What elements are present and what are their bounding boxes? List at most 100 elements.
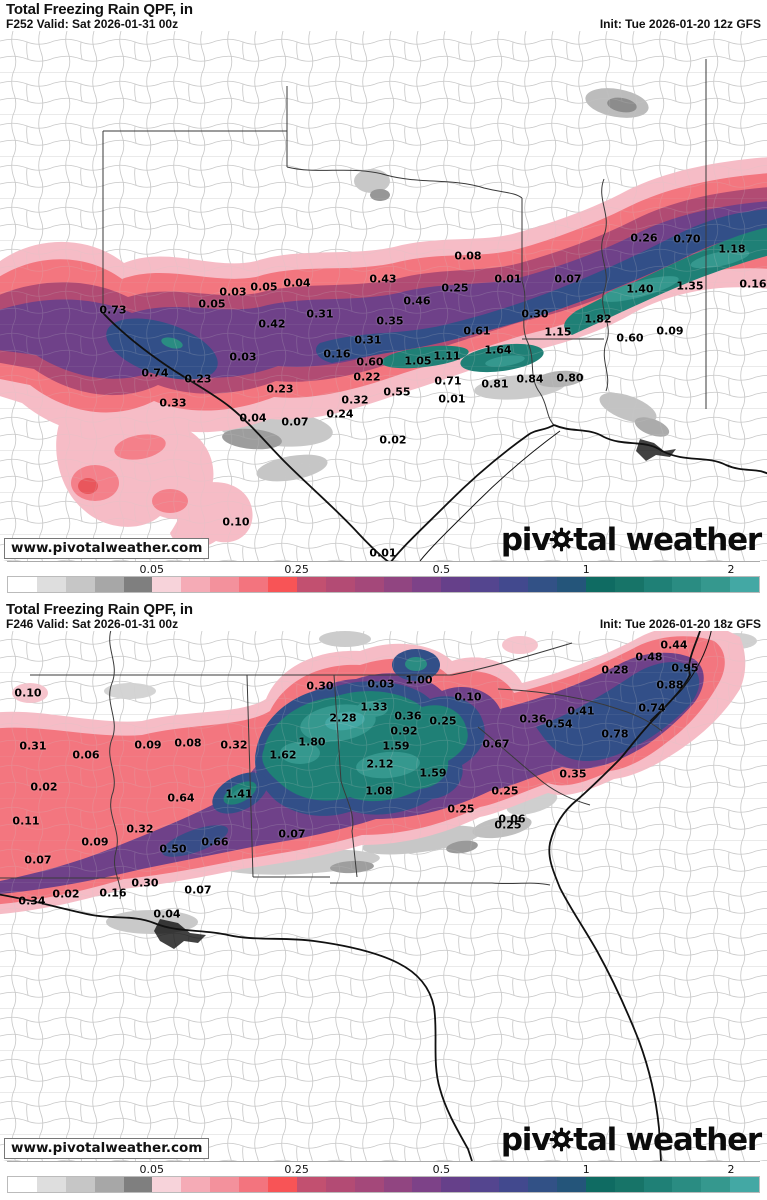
colorbar-segment [36, 1177, 66, 1192]
map-panel-2: Total Freezing Rain QPF, in F246 Valid: … [0, 600, 767, 1200]
qpf-value-label: 0.08 [454, 249, 482, 263]
gear-icon [549, 1126, 574, 1158]
qpf-value-label: 0.22 [353, 370, 381, 384]
qpf-value-label: 0.64 [167, 791, 195, 805]
colorbar-segment [556, 1177, 586, 1192]
qpf-value-label: 0.30 [306, 679, 334, 693]
weather-map-svg-2 [0, 631, 767, 1161]
colorbar-segment [210, 577, 240, 592]
colorbar-2 [7, 1176, 760, 1193]
qpf-value-label: 0.09 [81, 835, 109, 849]
qpf-value-label: 0.05 [198, 297, 226, 311]
qpf-value-label: 0.36 [394, 709, 422, 723]
qpf-value-label: 0.25 [491, 784, 519, 798]
init-time-label: Init: Tue 2026-01-20 18z GFS [599, 617, 761, 631]
colorbar-segment [36, 577, 66, 592]
colorbar-segment [730, 1177, 760, 1192]
qpf-value-label: 1.05 [404, 354, 432, 368]
colorbar-tick-label: 0.25 [284, 563, 309, 576]
delta-marsh-shape [636, 439, 676, 461]
qpf-value-label: 0.24 [326, 407, 354, 421]
colorbar-ticks-1: 0.05 0.25 0.5 1 2 [7, 561, 760, 576]
qpf-value-label: 0.02 [52, 887, 80, 901]
state-borders-layer [0, 631, 663, 900]
colorbar-tick-label: 0.5 [432, 1163, 451, 1176]
colorbar-segment [701, 1177, 731, 1192]
qpf-value-label: 0.48 [635, 650, 663, 664]
pivotal-weather-logo: piv [500, 1122, 762, 1158]
qpf-value-label: 0.78 [601, 727, 629, 741]
colorbar-segment [325, 1177, 355, 1192]
qpf-value-label: 0.71 [434, 374, 462, 388]
qpf-value-label: 0.66 [201, 835, 229, 849]
colorbar-segment [556, 577, 586, 592]
qpf-value-label: 0.04 [153, 907, 181, 921]
colorbar-tick-label: 0.25 [284, 1163, 309, 1176]
barrier-island-line [419, 430, 561, 561]
colorbar-segment [701, 577, 731, 592]
colorbar-segment [354, 1177, 384, 1192]
qpf-value-label: 0.09 [134, 738, 162, 752]
qpf-value-label: 0.01 [494, 272, 522, 286]
qpf-value-label: 0.04 [239, 411, 267, 425]
qpf-value-label: 0.35 [376, 314, 404, 328]
qpf-value-label: 0.50 [159, 842, 187, 856]
qpf-value-label: 0.08 [174, 736, 202, 750]
qpf-value-label: 0.31 [354, 333, 382, 347]
map-panel-1: Total Freezing Rain QPF, in F252 Valid: … [0, 1, 767, 593]
qpf-value-label: 0.88 [656, 678, 684, 692]
qpf-value-label: 1.80 [298, 735, 326, 749]
qpf-value-label: 0.55 [383, 385, 411, 399]
qpf-value-label: 0.34 [18, 894, 46, 908]
qpf-value-label: 0.03 [367, 677, 395, 691]
qpf-value-label: 0.03 [219, 285, 247, 299]
colorbar-segment [730, 577, 760, 592]
qpf-value-label: 0.80 [556, 371, 584, 385]
qpf-value-label: 0.81 [481, 377, 509, 391]
qpf-value-label: 1.33 [360, 700, 388, 714]
qpf-value-label: 0.03 [229, 350, 257, 364]
qpf-value-label: 0.16 [99, 886, 127, 900]
colorbar-segment [8, 1177, 37, 1192]
qpf-value-label: 0.10 [454, 690, 482, 704]
state-borders-layer [102, 59, 707, 426]
colorbar-segment [672, 577, 702, 592]
qpf-value-label: 0.30 [131, 876, 159, 890]
qpf-value-label: 0.25 [447, 802, 475, 816]
colorbar-segment [210, 1177, 240, 1192]
colorbar-segment [239, 1177, 269, 1192]
qpf-value-label: 0.54 [545, 717, 573, 731]
qpf-value-label: 0.92 [390, 724, 418, 738]
qpf-value-label: 1.08 [365, 784, 393, 798]
colorbar-segment [470, 1177, 500, 1192]
qpf-value-label: 1.62 [269, 748, 297, 762]
colorbar-segment [65, 1177, 95, 1192]
logo-text-left: piv [500, 1122, 552, 1158]
qpf-value-label: 0.26 [630, 231, 658, 245]
qpf-value-label: 0.73 [99, 303, 127, 317]
qpf-value-label: 0.07 [184, 883, 212, 897]
qpf-value-label: 0.06 [72, 748, 100, 762]
qpf-value-label: 0.74 [141, 366, 169, 380]
colorbar-segment [470, 577, 500, 592]
qpf-value-label: 0.42 [258, 317, 286, 331]
colorbar-1 [7, 576, 760, 593]
colorbar-segment [296, 1177, 326, 1192]
qpf-value-label: 0.16 [739, 277, 767, 291]
qpf-value-label: 2.28 [329, 711, 357, 725]
qpf-value-label: 1.35 [676, 279, 704, 293]
qpf-value-label: 1.00 [405, 673, 433, 687]
pivotal-weather-logo: piv [501, 522, 762, 558]
qpf-value-label: 0.28 [601, 663, 629, 677]
qpf-value-label: 0.23 [266, 382, 294, 396]
qpf-value-label: 0.32 [341, 393, 369, 407]
valid-time-label: F252 Valid: Sat 2026-01-31 00z [6, 17, 179, 31]
qpf-value-label: 0.36 [519, 712, 547, 726]
colorbar-segment [65, 577, 95, 592]
qpf-value-label: 0.02 [379, 433, 407, 447]
qpf-value-label: 2.12 [366, 757, 394, 771]
panel-2-header: Total Freezing Rain QPF, in F246 Valid: … [0, 600, 767, 631]
colorbar-tick-label: 0.05 [139, 563, 165, 576]
colorbar-segment [152, 577, 182, 592]
qpf-value-labels-1: 0.73 0.03 0.05 0.04 0.05 0.42 0.31 0.43 0.25 0.08… [0, 31, 767, 561]
